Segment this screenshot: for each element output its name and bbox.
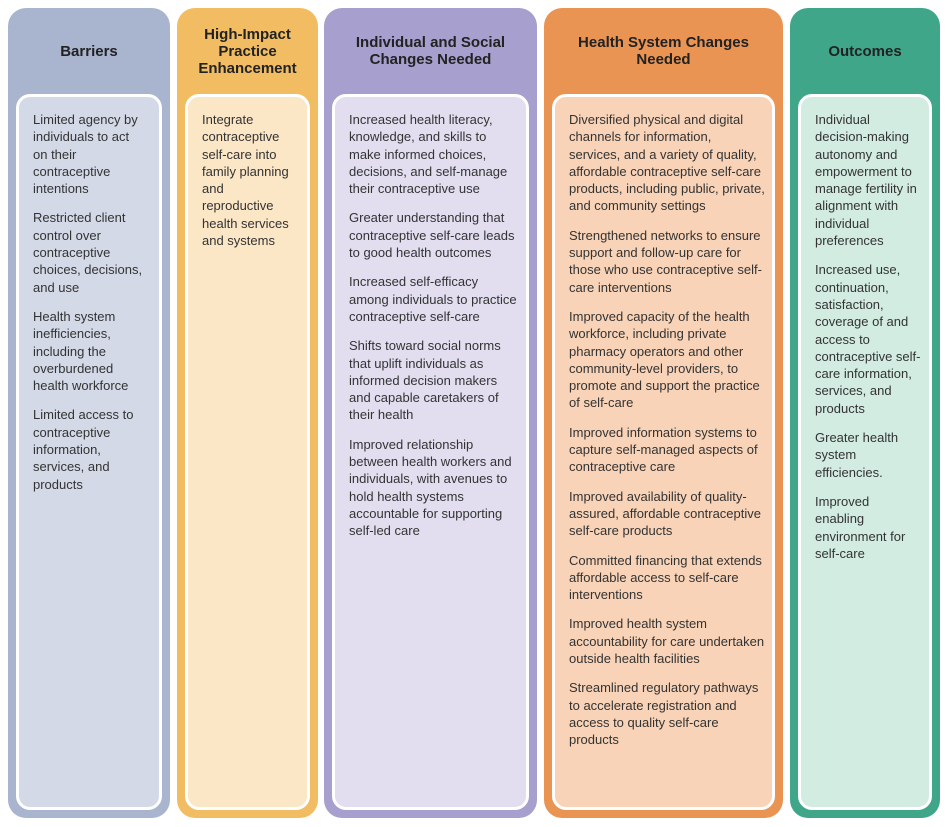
column-item: Greater understanding that contraceptive… bbox=[349, 210, 515, 261]
column: Individual and Social Changes Needed Incr… bbox=[324, 8, 537, 818]
column-box: Individual decision-making autonomy and … bbox=[798, 94, 932, 810]
column-title: High-Impact Practice Enhancement bbox=[198, 25, 297, 77]
column-item: Diversified physical and digital channel… bbox=[569, 112, 765, 214]
column-box: Increased health literacy, knowledge, an… bbox=[332, 94, 529, 810]
column-box: Integrate contraceptive self-care into f… bbox=[185, 94, 310, 810]
column-item: Improved enabling environment for self-c… bbox=[815, 493, 906, 561]
column-item: Streamlined regulatory pathways to accel… bbox=[569, 680, 759, 748]
column: High-Impact Practice Enhancement Integrat… bbox=[177, 8, 318, 818]
column-item: Increased health literacy, knowledge, an… bbox=[349, 112, 508, 197]
column-item: Health system inefficiencies, including … bbox=[33, 308, 129, 394]
column-item: Restricted client control over contracep… bbox=[33, 210, 143, 295]
column-item: Individual decision-making autonomy and … bbox=[815, 112, 917, 249]
column-item: Limited agency by individuals to act on … bbox=[33, 112, 138, 197]
column-item: Improved capacity of the health workforc… bbox=[569, 308, 760, 411]
column-item: Improved information systems to capture … bbox=[569, 424, 758, 475]
column-box: Diversified physical and digital channel… bbox=[552, 94, 775, 810]
column-item: Integrate contraceptive self-care into f… bbox=[202, 112, 289, 249]
column-item: Shifts toward social norms that uplift i… bbox=[349, 338, 501, 423]
column-title: Individual and Social Changes Needed bbox=[355, 34, 506, 68]
column: Health System Changes Needed Diversified … bbox=[544, 8, 783, 818]
column: Outcomes Individual decision-making auton… bbox=[790, 8, 940, 818]
column-item: Committed financing that extends afforda… bbox=[569, 552, 762, 603]
column-item: Greater health system efficiencies. bbox=[815, 430, 899, 480]
column-item: Increased use, continuation, satisfactio… bbox=[815, 262, 921, 416]
column-item: Strengthened networks to ensure support … bbox=[569, 227, 762, 295]
column-item: Increased self-efficacy among individual… bbox=[349, 274, 517, 324]
column-item: Improved availability of quality-assured… bbox=[569, 488, 761, 539]
column-item: Limited access to contraceptive informat… bbox=[33, 407, 134, 492]
column-title: Outcomes bbox=[828, 42, 902, 60]
column-title: Barriers bbox=[60, 42, 118, 60]
column: Barriers Limited agency by individuals to… bbox=[8, 8, 170, 818]
column-item: Improved relationship between health wor… bbox=[349, 436, 512, 539]
column-item: Improved health system accountability fo… bbox=[569, 616, 765, 667]
column-title: Health System Changes Needed bbox=[578, 34, 749, 68]
column-box: Limited agency by individuals to act on … bbox=[16, 94, 162, 810]
